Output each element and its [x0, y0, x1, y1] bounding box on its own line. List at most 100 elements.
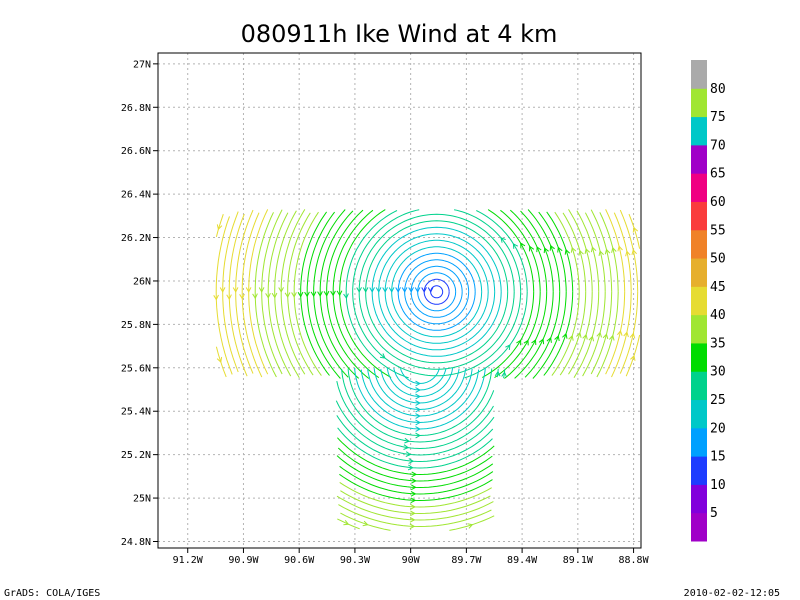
colorbar-swatch — [691, 427, 707, 457]
streamline — [336, 455, 494, 489]
colorbar-swatch — [691, 456, 707, 485]
streamline — [559, 291, 587, 376]
colorbar-swatch — [691, 229, 707, 259]
streamline — [584, 212, 606, 292]
streamline-arrow — [568, 334, 574, 341]
colorbar-label: 15 — [710, 450, 726, 465]
streamline-arrow — [602, 333, 609, 340]
streamline-arrow — [369, 287, 375, 293]
streamline — [538, 211, 567, 292]
streamline — [378, 233, 496, 351]
streamline-arrow — [415, 419, 421, 426]
streamline-arrow — [554, 335, 560, 342]
colorbar-swatch — [691, 88, 707, 118]
colorbar-label: 20 — [710, 421, 726, 436]
y-tick-label: 26.4N — [121, 190, 151, 201]
x-tick-label: 91.2W — [173, 555, 204, 566]
x-tick-label: 90.6W — [284, 555, 315, 566]
streamline-arrow — [632, 226, 639, 233]
streamline — [358, 213, 515, 370]
colorbar-label: 55 — [710, 223, 726, 238]
streamline — [590, 209, 613, 292]
streamline-arrow — [415, 432, 421, 439]
streamline-arrow — [411, 471, 418, 478]
streamlines — [213, 209, 641, 531]
streamline-arrow — [245, 287, 252, 293]
streamline-arrow — [403, 444, 410, 450]
streamline-arrow — [415, 406, 421, 413]
streamline — [504, 291, 548, 379]
streamline-arrow — [410, 484, 417, 491]
colorbar-label: 70 — [710, 138, 726, 153]
streamline — [293, 211, 322, 376]
x-tick-label: 89.7W — [451, 555, 482, 566]
streamline — [496, 368, 499, 378]
streamline-arrow — [505, 344, 511, 351]
streamline — [481, 291, 535, 378]
streamline-arrow — [265, 292, 271, 299]
streamline-arrow — [596, 331, 602, 338]
streamline — [527, 209, 561, 292]
streamline — [352, 209, 522, 377]
y-tick-label: 26.6N — [121, 146, 151, 157]
y-tick-label: 27N — [133, 59, 151, 70]
y-tick-label: 25N — [133, 494, 151, 505]
streamline-arrow — [395, 287, 401, 293]
streamline — [338, 504, 492, 528]
streamline-arrow — [557, 246, 563, 253]
streamline-arrow — [304, 291, 310, 298]
streamline-arrow — [252, 293, 258, 300]
streamline-arrow — [562, 332, 568, 339]
streamline-arrow — [415, 387, 421, 393]
streamline — [300, 211, 330, 376]
streamline-arrow — [549, 244, 555, 251]
y-axis-ticks: 24.8N 25N 25.2N 25.4N 25.6N 25.8N 26N 26.2N 26.4… — [121, 59, 158, 548]
streamline-arrow — [415, 426, 421, 432]
streamline-arrow — [415, 400, 421, 406]
streamline-arrow — [578, 249, 584, 256]
x-axis-ticks: 91.2W 90.9W 90.6W 90.3W 90W 89.7W 89.4W 89.1W 88… — [173, 548, 650, 566]
colorbar-label: 40 — [710, 308, 726, 323]
y-tick-label: 25.8N — [121, 320, 151, 331]
streamline-arrow — [617, 245, 623, 252]
streamline-arrow — [213, 294, 219, 301]
streamline-arrow — [415, 393, 421, 400]
streamline — [487, 209, 535, 292]
y-tick-label: 26.2N — [121, 233, 151, 244]
streamline-arrow — [625, 250, 631, 257]
streamline — [384, 239, 489, 344]
streamline — [532, 291, 567, 379]
streamline-arrow — [404, 437, 411, 444]
colorbar-swatch — [691, 484, 707, 514]
streamline-arrow — [523, 339, 529, 346]
streamline — [628, 213, 641, 249]
colorbar-swatch — [691, 512, 707, 542]
streamline — [611, 291, 632, 378]
streamline-arrow — [317, 291, 323, 297]
streamline — [509, 209, 548, 292]
streamline-arrow — [408, 287, 414, 293]
streamline — [590, 291, 613, 375]
streamline-arrow — [538, 338, 545, 345]
y-tick-label: 25.4N — [121, 407, 151, 418]
streamline-arrow — [379, 353, 386, 359]
colorbar-swatch — [691, 342, 707, 372]
streamline-arrow — [529, 245, 535, 252]
streamline-arrow — [582, 333, 588, 340]
y-tick-label: 26N — [133, 276, 151, 287]
streamline-arrow — [291, 292, 297, 298]
streamline-arrow — [219, 287, 226, 293]
colorbar-swatch — [691, 60, 707, 89]
colorbar-label: 25 — [710, 393, 726, 408]
streamline — [336, 415, 494, 463]
streamline — [313, 209, 349, 378]
colorbar-swatch — [691, 201, 707, 231]
streamline-arrow — [401, 287, 408, 293]
streamline-arrow — [232, 287, 239, 293]
streamline — [582, 291, 606, 377]
streamline-arrow — [512, 243, 519, 249]
streamline — [345, 210, 409, 379]
streamline-arrow — [516, 339, 522, 346]
colorbar-swatch — [691, 173, 707, 202]
